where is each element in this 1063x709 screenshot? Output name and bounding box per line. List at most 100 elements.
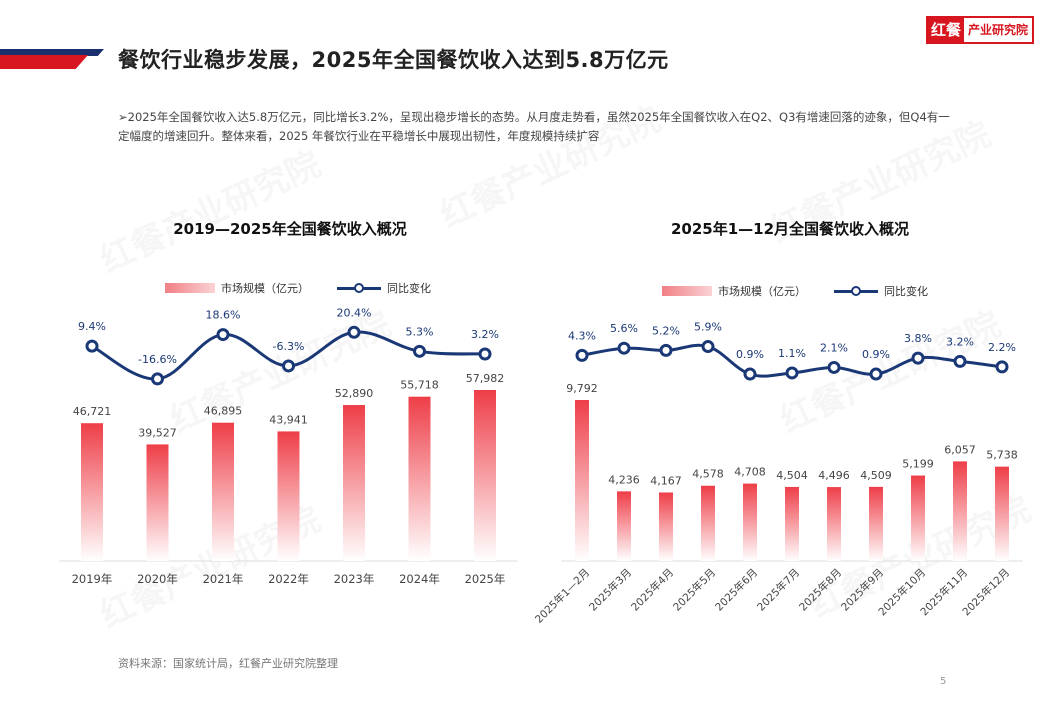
bar bbox=[785, 486, 799, 561]
header-band-navy bbox=[0, 49, 104, 56]
x-tick-label: 2025年8月 bbox=[796, 566, 844, 614]
yoy-label: 2.2% bbox=[988, 341, 1016, 354]
bar-value-label: 39,527 bbox=[138, 426, 177, 439]
x-tick-label: 2019年 bbox=[72, 572, 113, 586]
bar-value-label: 5,738 bbox=[986, 449, 1018, 462]
x-tick-label: 2024年 bbox=[399, 572, 440, 586]
yoy-point bbox=[869, 367, 883, 381]
legend-bar-label: 市场规模（亿元） bbox=[221, 282, 309, 295]
bar bbox=[408, 396, 431, 561]
x-tick-label: 2025年3月 bbox=[586, 566, 634, 614]
bar-value-label: 5,199 bbox=[902, 458, 934, 471]
yoy-point bbox=[413, 344, 426, 358]
bar bbox=[911, 475, 925, 561]
bar bbox=[659, 492, 673, 561]
yoy-label: 3.2% bbox=[471, 328, 499, 341]
legend-line-label: 同比变化 bbox=[884, 285, 928, 298]
summary-text: ➢2025年全国餐饮收入达5.8万亿元，同比增长3.2%，呈现出稳步增长的态势。… bbox=[118, 110, 950, 143]
legend-line-swatch bbox=[337, 282, 381, 294]
bar-value-label: 4,504 bbox=[776, 469, 808, 482]
legend-bar-swatch bbox=[662, 286, 712, 296]
yoy-label: 5.2% bbox=[652, 324, 680, 337]
yoy-point bbox=[575, 348, 589, 362]
header-band-red bbox=[0, 55, 88, 69]
bar bbox=[869, 486, 883, 561]
legend-annual: 市场规模（亿元） 同比变化 bbox=[165, 280, 431, 296]
x-tick-label: 2025年 bbox=[465, 572, 506, 586]
yoy-label: 4.3% bbox=[568, 329, 596, 342]
page-title: 餐饮行业稳步发展，2025年全国餐饮收入达到5.8万亿元 bbox=[118, 48, 669, 72]
yoy-point bbox=[85, 339, 99, 353]
yoy-label: 20.4% bbox=[337, 306, 372, 319]
bar-value-label: 57,982 bbox=[466, 372, 505, 385]
yoy-point bbox=[995, 360, 1009, 374]
x-tick-label: 2025年4月 bbox=[628, 566, 676, 614]
yoy-label: 2.1% bbox=[820, 341, 848, 354]
bar bbox=[953, 461, 967, 561]
x-tick-label: 2025年6月 bbox=[712, 566, 760, 614]
x-tick-label: 2022年 bbox=[268, 572, 309, 586]
yoy-point bbox=[785, 366, 799, 380]
yoy-point bbox=[659, 343, 673, 357]
bar bbox=[995, 466, 1009, 561]
bar bbox=[827, 487, 841, 561]
yoy-label: -6.3% bbox=[273, 340, 305, 353]
legend-line-label: 同比变化 bbox=[387, 282, 431, 295]
legend-bar-swatch bbox=[165, 283, 215, 293]
yoy-point bbox=[743, 367, 757, 381]
source-note: 资料来源：国家统计局，红餐产业研究院整理 bbox=[118, 657, 338, 670]
bar-value-label: 4,509 bbox=[860, 469, 892, 482]
yoy-point bbox=[617, 341, 631, 355]
bar-value-label: 4,167 bbox=[650, 474, 682, 487]
yoy-label: 0.9% bbox=[736, 348, 764, 361]
yoy-label: 18.6% bbox=[206, 309, 241, 322]
bar bbox=[81, 423, 103, 561]
yoy-point bbox=[347, 325, 361, 339]
bar bbox=[146, 444, 169, 561]
chart-title-monthly: 2025年1—12月全国餐饮收入概况 bbox=[670, 220, 910, 238]
yoy-label: 1.1% bbox=[778, 347, 806, 360]
bar bbox=[701, 485, 715, 561]
yoy-label: 5.9% bbox=[694, 321, 722, 334]
bar-value-label: 9,792 bbox=[566, 382, 598, 395]
yoy-point bbox=[701, 340, 715, 354]
bar bbox=[474, 390, 496, 561]
bar bbox=[743, 483, 757, 561]
yoy-point bbox=[827, 360, 841, 374]
yoy-point bbox=[216, 328, 230, 342]
yoy-label: 5.3% bbox=[406, 325, 434, 338]
yoy-label: 9.4% bbox=[78, 320, 106, 333]
yoy-label: 5.6% bbox=[610, 322, 638, 335]
bar-value-label: 52,890 bbox=[335, 387, 374, 400]
logo-mark: 红餐 bbox=[928, 18, 965, 42]
bar bbox=[212, 422, 234, 561]
yoy-label: -16.6% bbox=[138, 353, 177, 366]
x-tick-label: 2023年 bbox=[334, 572, 375, 586]
x-tick-label: 2021年 bbox=[203, 572, 244, 586]
bar-value-label: 4,708 bbox=[734, 466, 766, 479]
yoy-point bbox=[478, 347, 492, 361]
bar-value-label: 6,057 bbox=[944, 443, 976, 456]
bar bbox=[343, 405, 365, 561]
yoy-label: 3.2% bbox=[946, 335, 974, 348]
bar-value-label: 46,721 bbox=[73, 405, 112, 418]
legend-line-swatch bbox=[834, 285, 878, 297]
chart-title-annual: 2019—2025年全国餐饮收入概况 bbox=[173, 220, 407, 238]
x-tick-label: 2025年7月 bbox=[754, 566, 802, 614]
bar-value-label: 46,895 bbox=[204, 405, 243, 418]
yoy-point bbox=[151, 372, 164, 386]
yoy-label: 3.8% bbox=[904, 332, 932, 345]
yoy-point bbox=[953, 354, 967, 368]
bar-value-label: 43,941 bbox=[269, 413, 308, 426]
bar bbox=[277, 431, 300, 561]
yoy-point bbox=[911, 351, 925, 365]
logo-text: 产业研究院 bbox=[964, 18, 1033, 42]
bar-value-label: 4,496 bbox=[818, 469, 850, 482]
legend-bar-label: 市场规模（亿元） bbox=[718, 285, 806, 298]
bar-value-label: 55,718 bbox=[400, 379, 439, 392]
brand-logo: 红餐 产业研究院 bbox=[926, 16, 1035, 44]
yoy-point bbox=[282, 359, 295, 373]
legend-monthly: 市场规模（亿元） 同比变化 bbox=[662, 283, 928, 299]
bar-value-label: 4,578 bbox=[692, 468, 724, 481]
yoy-label: 0.9% bbox=[862, 348, 890, 361]
